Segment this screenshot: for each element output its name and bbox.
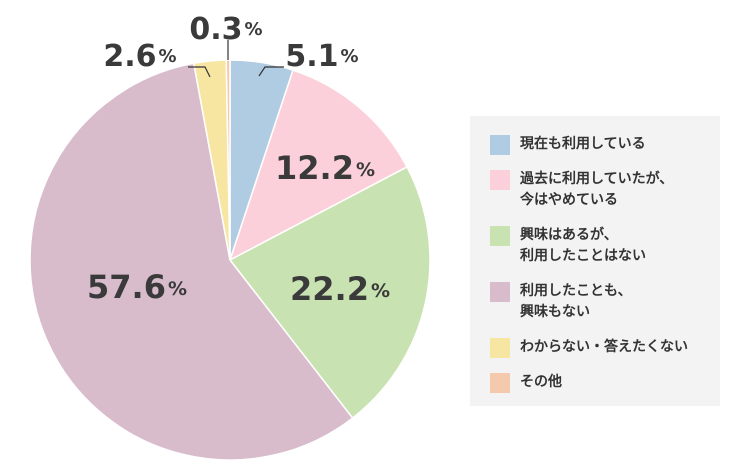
- data-label-6: 0.3%: [189, 12, 262, 47]
- data-label-3: 22.2%: [290, 270, 390, 308]
- leader-line-5: [188, 66, 211, 78]
- data-label-1: 5.1%: [285, 39, 358, 74]
- data-label-5: 2.6%: [103, 39, 176, 74]
- legend-item-1: 現在も利用している: [490, 134, 720, 155]
- legend-label: その他: [520, 374, 562, 390]
- legend-swatch: [490, 135, 510, 155]
- pie-slice-4: [29, 62, 354, 461]
- legend-swatch: [490, 226, 510, 246]
- legend-swatch: [490, 338, 510, 358]
- data-label-2: 12.2%: [275, 149, 375, 187]
- legend-label: 現在も利用している: [520, 136, 646, 152]
- legend-label: 興味はあるが、 利用したことはない: [520, 227, 646, 264]
- legend-item-6: その他: [490, 372, 720, 393]
- leader-line-1: [258, 66, 284, 77]
- legend-label: 過去に利用していたが、 今はやめている: [520, 171, 674, 208]
- legend-swatch: [490, 373, 510, 393]
- data-label-4: 57.6%: [87, 268, 187, 306]
- legend-item-5: わからない・答えたくない: [490, 337, 720, 358]
- pie-slice-6: [225, 59, 231, 261]
- legend-label: わからない・答えたくない: [520, 339, 688, 355]
- legend-swatch: [490, 282, 510, 302]
- legend-swatch: [490, 170, 510, 190]
- legend-label: 利用したことも、 興味もない: [520, 283, 632, 320]
- legend-item-2: 過去に利用していたが、 今はやめている: [490, 169, 720, 211]
- pie-slice-3: [228, 165, 431, 420]
- legend-item-3: 興味はあるが、 利用したことはない: [490, 225, 720, 267]
- legend: 現在も利用している過去に利用していたが、 今はやめている 興味はあるが、 利用したこと…: [470, 116, 720, 406]
- legend-item-4: 利用したことも、 興味もない: [490, 281, 720, 323]
- pie-slice-2: [228, 69, 409, 262]
